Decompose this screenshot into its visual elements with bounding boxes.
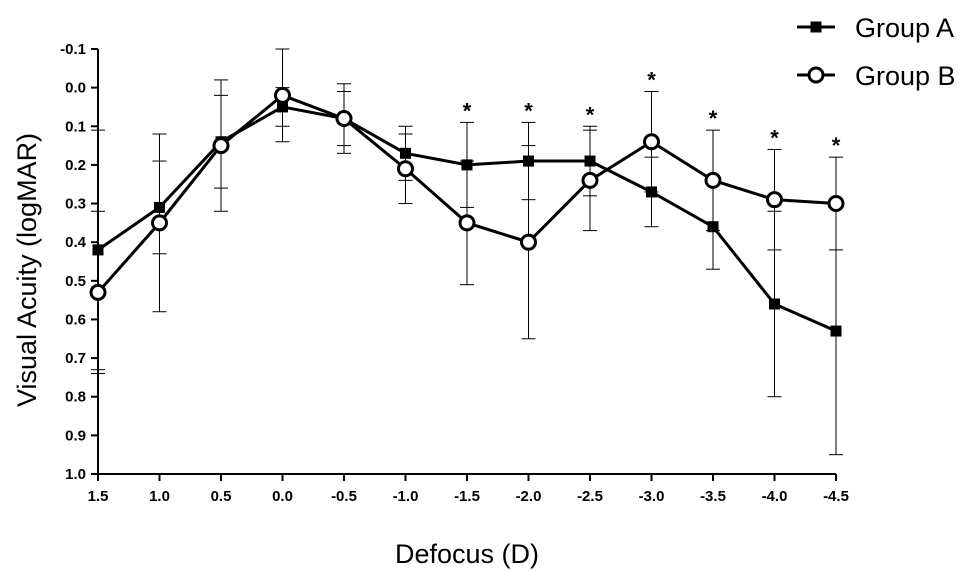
group-a-point [646, 186, 657, 198]
x-tick-label: 0.5 [211, 488, 232, 505]
group-b-point [704, 171, 722, 189]
y-tick-label: 0.7 [65, 350, 86, 367]
group-b-point [520, 233, 537, 251]
series [89, 86, 845, 337]
x-tick-label: -1.5 [454, 488, 480, 505]
y-tick-label: 0.9 [65, 427, 86, 444]
y-tick-label: 0.8 [65, 389, 86, 406]
x-tick-label: -3.0 [639, 488, 665, 505]
legend-group-a-label: Group A [855, 13, 954, 43]
group-a-point [92, 244, 104, 256]
group-a-point [707, 221, 719, 233]
x-tick-label: -3.5 [700, 488, 726, 505]
group-b-point [766, 191, 783, 209]
group-a-point [769, 298, 780, 310]
group-a-point [277, 101, 288, 113]
x-tick-label: -1.0 [393, 488, 419, 505]
group-b-point [89, 283, 107, 301]
group-b-point [581, 171, 599, 189]
x-axis-title: Defocus (D) [395, 539, 539, 569]
group-b-point [397, 160, 414, 178]
significance-asterisk: * [524, 98, 533, 123]
group-a-point [830, 325, 842, 337]
group-a-point [523, 155, 534, 167]
y-axis-title: Visual Acuity (logMAR) [12, 133, 42, 407]
y-tick-label: 1.0 [65, 466, 86, 483]
y-tick-label: 0.6 [65, 311, 86, 328]
significance-asterisk: * [709, 106, 718, 131]
y-tick-label: 0.2 [65, 157, 86, 174]
group-a-point [400, 147, 411, 159]
significance-asterisk: * [832, 133, 841, 158]
group-b-point [335, 110, 353, 128]
significance-asterisk: * [586, 102, 595, 127]
x-tick-label: -2.0 [516, 488, 542, 505]
legend-group-a-marker [810, 21, 822, 33]
axes: -0.10.00.10.20.30.40.50.60.70.80.91.01.5… [60, 41, 849, 505]
legend-group-b-label: Group B [855, 61, 956, 91]
x-tick-label: 1.0 [149, 488, 170, 505]
group-b-point [274, 86, 291, 104]
y-tick-label: 0.4 [65, 234, 87, 251]
y-tick-label: 0.1 [65, 118, 86, 135]
x-tick-label: -4.5 [823, 488, 849, 505]
y-tick-label: -0.1 [60, 41, 86, 58]
y-tick-label: 0.5 [65, 273, 86, 290]
group-b-point [827, 195, 845, 213]
y-tick-label: 0.0 [65, 80, 86, 97]
x-tick-label: -2.5 [577, 488, 603, 505]
group-a-point [461, 159, 473, 171]
legend: Group A Group B [797, 13, 956, 91]
significance-markers: * * * * * * * [463, 68, 841, 159]
group-a-point [584, 155, 596, 167]
group-b-point [212, 137, 230, 155]
significance-asterisk: * [463, 98, 472, 123]
group-a-point [154, 201, 165, 213]
x-tick-label: -0.5 [331, 488, 357, 505]
x-tick-label: 1.5 [88, 488, 109, 505]
legend-group-b-marker [807, 66, 825, 84]
x-tick-label: -4.0 [762, 488, 788, 505]
group-b-point [643, 133, 660, 151]
x-tick-label: 0.0 [272, 488, 293, 505]
group-b-point [151, 214, 168, 232]
significance-asterisk: * [647, 68, 656, 93]
y-tick-label: 0.3 [65, 196, 86, 213]
group-b-point [458, 214, 476, 232]
significance-asterisk: * [770, 125, 779, 150]
